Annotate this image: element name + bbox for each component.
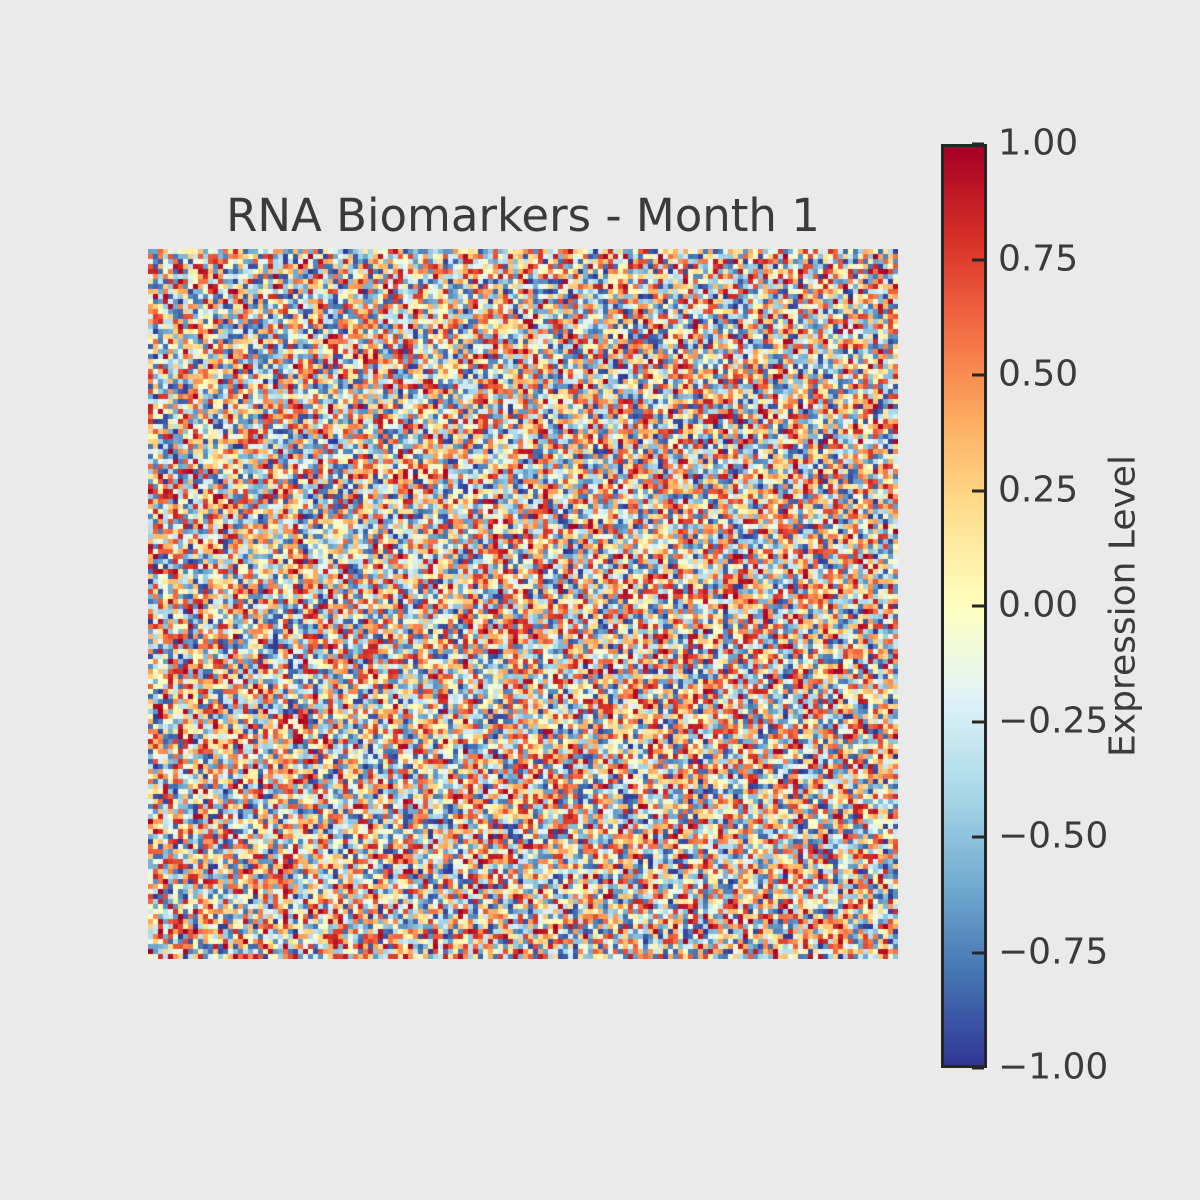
colorbar-tick-label: −0.75: [998, 931, 1109, 973]
chart-title: RNA Biomarkers - Month 1: [226, 189, 820, 242]
colorbar-tick-mark: [972, 604, 984, 608]
colorbar-tick-label: 0.25: [998, 469, 1079, 511]
colorbar-tick-label: 0.00: [998, 584, 1079, 626]
colorbar-tick-mark: [972, 489, 984, 492]
colorbar-tick-mark: [972, 951, 984, 954]
colorbar-tick-mark: [972, 142, 984, 146]
colorbar-label: Expression Level: [1102, 455, 1144, 757]
colorbar-tick-label: 0.50: [998, 353, 1079, 395]
colorbar-tick-label: −1.00: [998, 1046, 1109, 1088]
colorbar-tick-label: 1.00: [998, 122, 1079, 164]
colorbar-tick-label: 0.75: [998, 238, 1079, 280]
colorbar-tick-mark: [972, 1066, 984, 1070]
colorbar-tick-label: −0.50: [998, 815, 1109, 857]
colorbar-tick-mark: [972, 835, 984, 839]
colorbar-tick-mark: [972, 720, 984, 723]
colorbar-tick-label: −0.25: [998, 700, 1109, 742]
colorbar-tick-mark: [972, 258, 984, 261]
colorbar-tick-mark: [972, 373, 984, 377]
heatmap: [148, 249, 898, 959]
